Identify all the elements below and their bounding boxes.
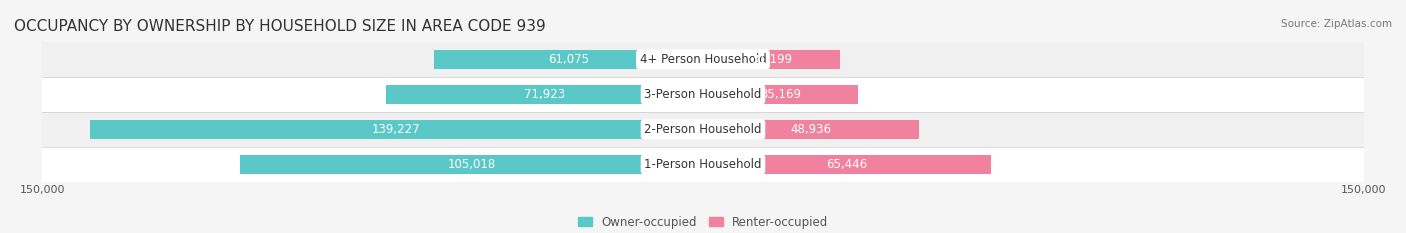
- Text: 105,018: 105,018: [447, 158, 496, 171]
- Text: 48,936: 48,936: [790, 123, 831, 136]
- Text: 71,923: 71,923: [524, 88, 565, 101]
- Text: 2-Person Household: 2-Person Household: [644, 123, 762, 136]
- Text: 3-Person Household: 3-Person Household: [644, 88, 762, 101]
- Bar: [240, 155, 703, 174]
- Bar: [703, 155, 991, 174]
- Text: 31,199: 31,199: [751, 53, 793, 66]
- Text: 1-Person Household: 1-Person Household: [644, 158, 762, 171]
- Bar: [434, 50, 703, 69]
- Bar: [42, 77, 1364, 112]
- Text: 65,446: 65,446: [827, 158, 868, 171]
- Text: 4+ Person Household: 4+ Person Household: [640, 53, 766, 66]
- Legend: Owner-occupied, Renter-occupied: Owner-occupied, Renter-occupied: [578, 216, 828, 229]
- Text: 61,075: 61,075: [548, 53, 589, 66]
- Bar: [42, 112, 1364, 147]
- Bar: [703, 50, 841, 69]
- Bar: [387, 85, 703, 104]
- Text: OCCUPANCY BY OWNERSHIP BY HOUSEHOLD SIZE IN AREA CODE 939: OCCUPANCY BY OWNERSHIP BY HOUSEHOLD SIZE…: [14, 19, 546, 34]
- Bar: [703, 85, 858, 104]
- Bar: [42, 147, 1364, 182]
- Bar: [42, 42, 1364, 77]
- Text: Source: ZipAtlas.com: Source: ZipAtlas.com: [1281, 19, 1392, 29]
- Text: 139,227: 139,227: [373, 123, 420, 136]
- Text: 35,169: 35,169: [761, 88, 801, 101]
- Bar: [90, 120, 703, 139]
- Bar: [703, 120, 918, 139]
